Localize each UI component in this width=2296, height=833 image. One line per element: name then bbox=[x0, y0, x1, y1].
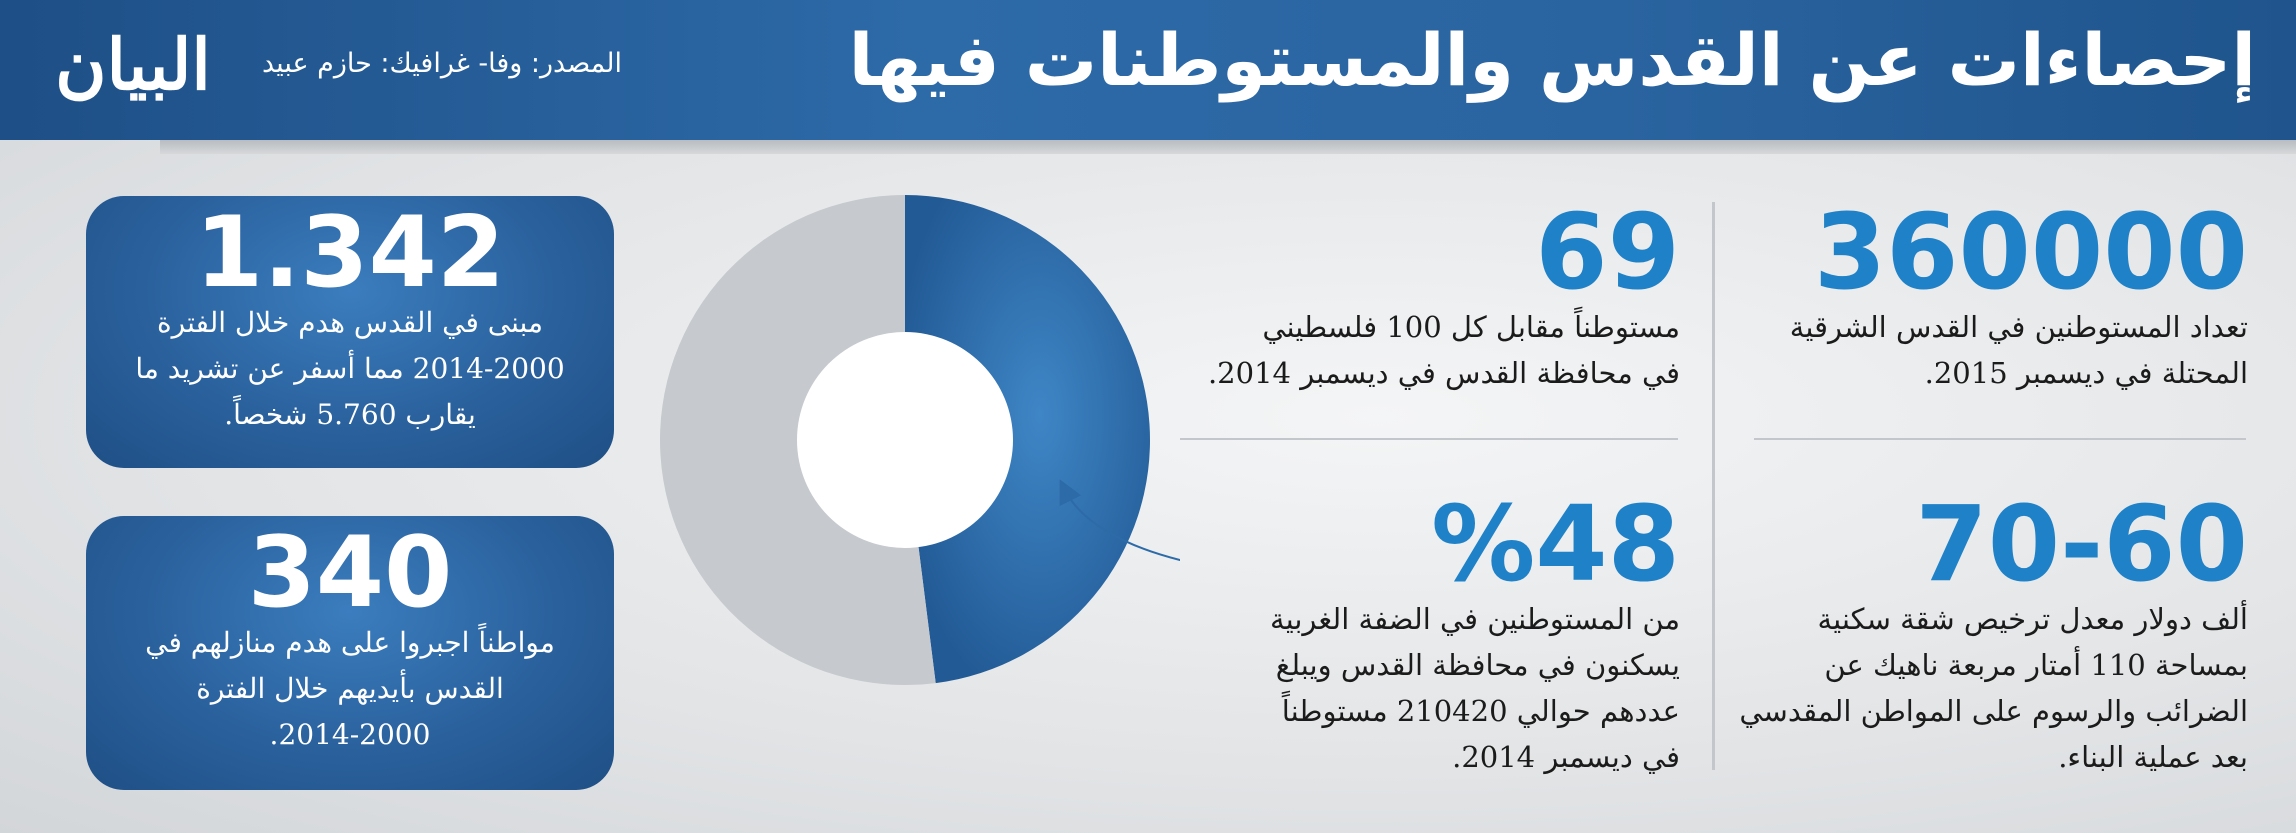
stat-text: ألف دولار معدل ترخيص شقة سكنية بمساحة 11… bbox=[1739, 602, 2248, 774]
column-divider bbox=[1712, 202, 1715, 770]
box-number: 340 bbox=[247, 516, 453, 630]
stat-text: من المستوطنين في الضفة الغربية يسكنون في… bbox=[1270, 602, 1680, 774]
stat-west-bank-share: %48 من المستوطنين في الضفة الغربية يسكنو… bbox=[1140, 492, 1680, 780]
donut-chart bbox=[660, 195, 1180, 685]
stat-number: 69 bbox=[1535, 191, 1680, 313]
stat-text: مستوطناً مقابل كل 100 فلسطيني في محافظة … bbox=[1207, 310, 1680, 390]
box-self-demolition: 340 مواطناً اجبروا على هدم منازلهم في ال… bbox=[86, 516, 614, 790]
source-credit: المصدر: وفا- غرافيك: حازم عبيد bbox=[262, 48, 622, 79]
box-number: 1.342 bbox=[195, 196, 505, 310]
divider bbox=[1180, 438, 1678, 440]
box-demolished-buildings: 1.342 مبنى في القدس هدم خلال الفترة 2014… bbox=[86, 196, 614, 468]
stat-number: 360000 bbox=[1813, 191, 2248, 313]
stat-settlers-per-palestinians: 69 مستوطناً مقابل كل 100 فلسطيني في محاف… bbox=[1140, 200, 1680, 396]
divider bbox=[1754, 438, 2246, 440]
stat-settlers-east-jerusalem: 360000 تعداد المستوطنين في القدس الشرقية… bbox=[1708, 200, 2248, 396]
header-shadow bbox=[160, 140, 2296, 154]
stat-license-cost: 70-60 ألف دولار معدل ترخيص شقة سكنية بمس… bbox=[1688, 492, 2248, 780]
stat-number: 70-60 bbox=[1915, 483, 2248, 605]
logo: البيان bbox=[55, 22, 211, 106]
stat-text: تعداد المستوطنين في القدس الشرقية المحتل… bbox=[1789, 310, 2248, 390]
header-bar: إحصاءات عن القدس والمستوطنات فيها المصدر… bbox=[0, 0, 2296, 140]
arrow-pointer bbox=[1059, 479, 1180, 562]
donut-hole bbox=[797, 332, 1013, 548]
box-text: مواطناً اجبروا على هدم منازلهم في القدس … bbox=[145, 626, 555, 751]
donut-slice-0 bbox=[905, 195, 1151, 684]
page-title: إحصاءات عن القدس والمستوطنات فيها bbox=[848, 18, 2256, 102]
box-text: مبنى في القدس هدم خلال الفترة 2014-2000 … bbox=[135, 306, 565, 431]
stat-number: %48 bbox=[1431, 483, 1680, 605]
